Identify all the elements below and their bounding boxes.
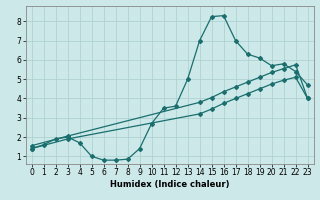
X-axis label: Humidex (Indice chaleur): Humidex (Indice chaleur) [110, 180, 229, 189]
